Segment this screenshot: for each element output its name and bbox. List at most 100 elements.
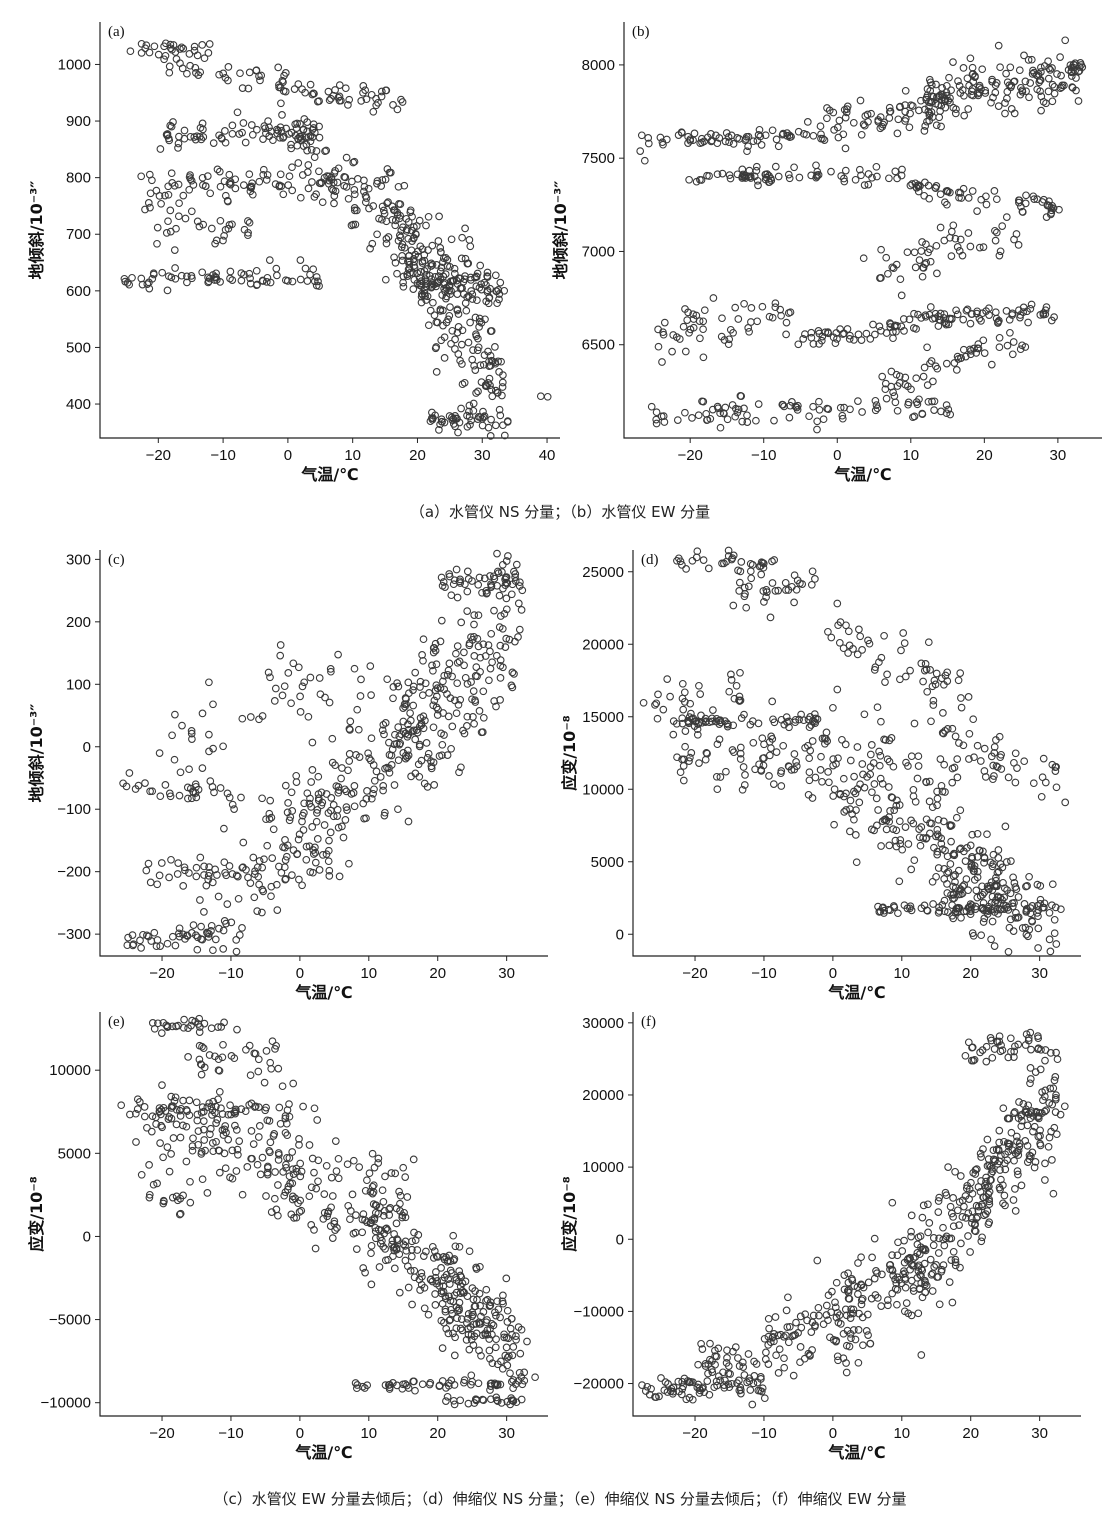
data-point [930,406,938,414]
data-point [279,134,287,142]
data-point [833,599,842,608]
data-point [180,134,189,143]
data-point [371,1234,380,1243]
data-point [249,853,258,862]
data-point [148,176,156,185]
data-point [221,127,229,135]
data-point [405,264,414,273]
data-point [398,256,407,265]
data-point [893,382,902,390]
data-point [187,794,196,803]
data-point [693,547,702,556]
data-point [248,130,257,139]
data-point [349,158,358,167]
data-point [918,238,926,246]
data-point [942,359,951,368]
data-point [175,791,184,800]
data-point [457,254,466,263]
data-point [725,687,734,696]
data-point [495,591,504,600]
data-point [432,660,441,669]
data-point [723,1354,731,1362]
data-point [1072,86,1080,95]
data-point [743,418,752,426]
data-point [947,252,956,260]
data-point [244,231,252,240]
data-point [413,269,422,278]
data-point [219,236,227,245]
data-point [898,165,906,174]
data-point [185,1096,194,1105]
data-point [334,650,342,659]
data-point [1007,105,1016,113]
data-point [299,142,308,150]
data-point [430,781,439,789]
data-point [681,347,690,356]
data-point [515,1368,524,1377]
data-point [925,194,934,203]
data-point [143,280,152,288]
data-point [394,182,403,191]
data-point [307,1183,316,1192]
data-point [335,872,344,881]
data-point [669,730,678,739]
data-point [332,1167,341,1175]
data-point [911,797,920,806]
data-point [817,130,825,139]
data-point [239,838,248,847]
data-point [795,173,804,182]
data-point [262,176,271,184]
data-point [851,1335,860,1344]
data-point [746,567,755,576]
data-point [845,335,854,343]
data-point [858,760,867,768]
data-point [916,841,925,850]
data-point [1005,315,1014,324]
data-point [819,1320,828,1329]
data-point [461,224,469,233]
data-point [884,269,892,278]
data-point [902,1299,911,1307]
data-point [235,1137,244,1145]
data-point [479,713,488,722]
data-point [435,212,443,221]
data-point [943,200,951,209]
data-point [864,1331,872,1339]
data-point [681,408,689,417]
data-point [296,275,305,284]
data-point [233,1025,241,1034]
data-point [991,226,999,235]
data-point [740,583,749,592]
data-point [256,1170,265,1179]
data-point [871,330,879,339]
data-point [425,689,433,697]
data-point [345,757,354,765]
data-point [1003,341,1012,350]
data-point [448,326,457,335]
data-point [714,404,722,413]
data-point [916,1232,925,1241]
data-point [272,264,281,273]
data-point [303,277,312,285]
data-point [894,115,903,124]
data-point [762,1348,770,1357]
data-point [1014,241,1023,249]
data-point [266,1138,275,1147]
data-point [381,275,390,284]
data-point [808,567,817,576]
data-point [394,805,402,814]
data-point [460,661,468,670]
data-point [166,227,175,236]
data-point [445,659,454,668]
data-point [964,229,973,237]
data-point [304,184,313,193]
data-point [389,694,397,703]
data-point [155,871,164,880]
data-point [350,802,359,811]
data-point [485,374,494,383]
data-point [907,752,916,761]
data-point [681,305,689,313]
data-point [659,330,668,339]
data-point [873,703,882,712]
data-point [422,739,431,747]
